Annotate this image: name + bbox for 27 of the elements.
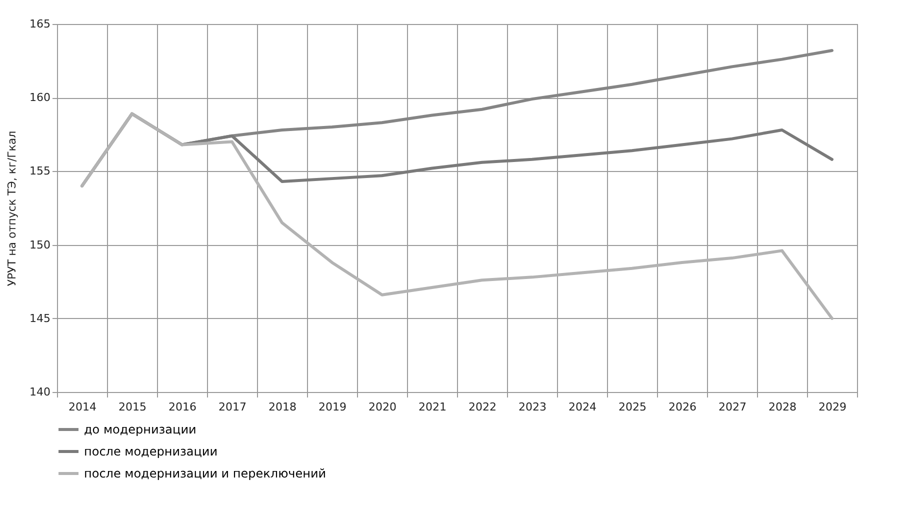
x-tick-label: 2029 [818, 400, 846, 414]
legend-label: после модернизации и переключений [84, 466, 326, 480]
x-tick-label: 2015 [118, 400, 146, 414]
x-tick-label: 2027 [718, 400, 746, 414]
x-tick-label: 2017 [218, 400, 246, 414]
y-tick-label: 155 [30, 164, 50, 178]
legend-label: до модернизации [84, 422, 196, 436]
line-series [80, 112, 834, 320]
x-tick-label: 2021 [418, 400, 446, 414]
y-tick-label: 140 [30, 386, 50, 398]
x-tick-label: 2016 [168, 400, 196, 414]
y-tick-label: 165 [30, 18, 50, 30]
x-tick-label: 2024 [568, 400, 596, 414]
x-tick-label: 2018 [268, 400, 296, 414]
x-tick-label: 2023 [518, 400, 546, 414]
x-tick-label: 2028 [768, 400, 796, 414]
x-tick-label: 2019 [318, 400, 346, 414]
x-tick-label: 2020 [368, 400, 396, 414]
y-tick-label: 145 [30, 312, 50, 325]
y-tick-label: 150 [30, 238, 50, 252]
x-tick-label: 2014 [68, 400, 96, 414]
y-axis-title: УРУТ на отпуск ТЭ, кг/Гкал [6, 130, 19, 286]
x-tick-label: 2025 [618, 400, 646, 414]
y-tick-label: 160 [30, 91, 50, 104]
x-tick-label: 2026 [668, 400, 696, 414]
legend-label: после модернизации [84, 444, 218, 458]
x-tick-label: 2022 [468, 400, 496, 414]
